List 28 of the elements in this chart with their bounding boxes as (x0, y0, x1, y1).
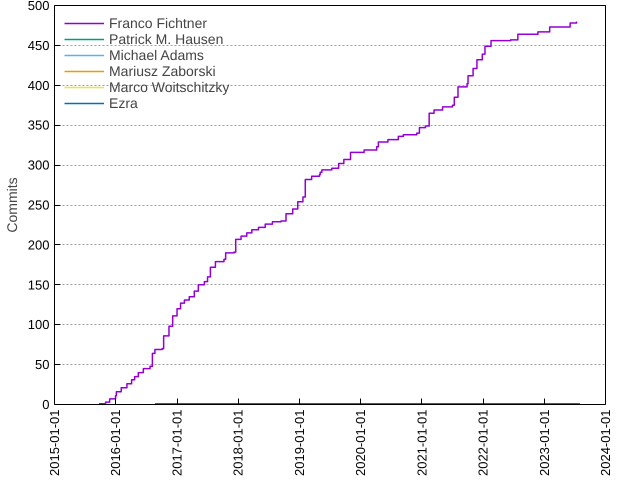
y-tick-label: 250 (28, 198, 50, 212)
x-tick-label: 2024-01-01 (598, 410, 613, 476)
x-tick-label: 2022-01-01 (476, 410, 491, 476)
x-tick-label: 2021-01-01 (414, 410, 430, 476)
legend-label: Mariusz Zaborski (109, 63, 216, 79)
y-tick-label: 400 (28, 78, 50, 93)
y-tick-label: 500 (28, 0, 50, 13)
y-tick-label: 450 (28, 38, 50, 53)
y-tick-label: 0 (42, 397, 50, 412)
x-tick-label: 2017-01-01 (170, 410, 185, 476)
y-tick-label: 350 (28, 118, 50, 133)
y-tick-label: 50 (35, 357, 50, 372)
y-tick-label: 200 (28, 237, 50, 252)
legend-label: Marco Woitschitzky (109, 79, 230, 95)
y-tick-label: 300 (28, 158, 50, 173)
x-tick-label: 2023-01-01 (536, 410, 552, 476)
x-tick-label: 2018-01-01 (230, 410, 246, 476)
x-tick-label: 2020-01-01 (353, 410, 368, 476)
y-axis-title: Commits (4, 177, 20, 233)
y-tick-label: 100 (28, 317, 50, 332)
x-tick-label: 2015-01-01 (47, 410, 62, 476)
legend-label: Ezra (109, 95, 138, 111)
y-tick-label: 150 (28, 277, 50, 292)
x-tick-label: 2016-01-01 (108, 410, 124, 476)
legend-label: Franco Fichtner (109, 15, 208, 31)
legend-label: Michael Adams (109, 47, 204, 63)
legend-label: Patrick M. Hausen (109, 31, 224, 47)
x-tick-label: 2019-01-01 (292, 410, 307, 476)
